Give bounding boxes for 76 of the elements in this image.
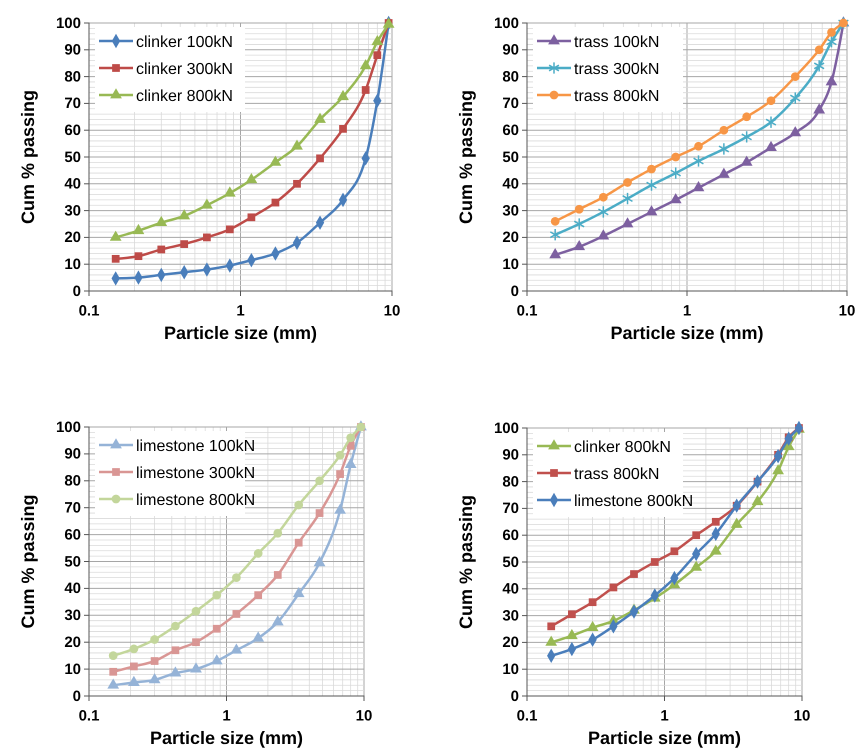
- x-tick-label: 1: [682, 302, 692, 320]
- y-tick-label: 40: [502, 580, 519, 598]
- legend-label: trass 300kN: [574, 61, 660, 78]
- x-tick-label: 10: [794, 708, 810, 724]
- x-tick-label: 0.1: [78, 708, 100, 724]
- legend-label: clinker 800kN: [574, 439, 671, 456]
- y-tick-label: 20: [64, 634, 81, 651]
- y-tick-label: 60: [64, 122, 81, 139]
- y-tick-label: 0: [510, 688, 519, 705]
- legend-label: trass 800kN: [574, 466, 660, 483]
- legend-label: limestone 800kN: [136, 492, 256, 509]
- y-tick-label: 0: [72, 282, 81, 300]
- y-axis-title: Cum % passing: [456, 494, 476, 630]
- x-tick-label: 0.1: [516, 708, 538, 724]
- x-tick-label: 1: [236, 302, 245, 320]
- x-tick-label: 1: [660, 708, 669, 724]
- legend-label: clinker 800kN: [136, 88, 233, 105]
- y-tick-label: 60: [502, 122, 519, 139]
- y-tick-label: 30: [502, 202, 519, 220]
- y-tick-label: 60: [64, 526, 81, 544]
- y-tick-label: 80: [64, 472, 81, 490]
- x-axis-title: Particle size (mm): [150, 728, 304, 748]
- y-tick-label: 50: [64, 553, 81, 570]
- y-tick-label: 90: [502, 42, 519, 59]
- y-axis-title: Cum % passing: [456, 90, 476, 224]
- y-tick-label: 80: [502, 473, 519, 490]
- y-axis-title: Cum % passing: [18, 494, 38, 629]
- y-tick-label: 100: [56, 14, 81, 32]
- x-axis-title: Particle size (mm): [588, 728, 742, 748]
- legend-label: trass 100kN: [574, 34, 660, 51]
- y-tick-label: 100: [494, 14, 519, 32]
- x-tick-label: 1: [222, 708, 231, 724]
- y-tick-label: 90: [64, 446, 81, 463]
- y-tick-label: 70: [64, 500, 81, 516]
- legend-label: clinker 300kN: [136, 61, 233, 78]
- legend-label: limestone 300kN: [136, 465, 256, 482]
- y-tick-label: 50: [502, 148, 519, 166]
- x-tick-label: 10: [356, 708, 372, 724]
- y-tick-label: 10: [502, 256, 519, 273]
- y-tick-label: 30: [502, 607, 519, 624]
- y-tick-label: 70: [502, 95, 519, 112]
- y-tick-label: 40: [502, 176, 519, 193]
- y-tick-label: 30: [64, 202, 81, 220]
- y-tick-label: 70: [64, 95, 81, 112]
- y-tick-label: 100: [56, 418, 81, 436]
- y-tick-label: 70: [502, 500, 519, 518]
- y-tick-label: 60: [502, 527, 519, 544]
- y-tick-label: 80: [64, 68, 81, 86]
- y-tick-label: 100: [494, 420, 519, 437]
- y-tick-label: 40: [64, 176, 81, 193]
- y-tick-label: 10: [64, 256, 81, 273]
- legend-label: limestone 100kN: [136, 438, 256, 455]
- y-tick-label: 80: [502, 68, 519, 86]
- y-tick-label: 0: [72, 688, 81, 705]
- x-tick-label: 10: [384, 302, 400, 320]
- y-tick-label: 20: [502, 229, 519, 246]
- y-axis-title: Cum % passing: [18, 90, 38, 224]
- legend-label: limestone 800kN: [574, 493, 694, 510]
- legend-label: clinker 100kN: [136, 34, 233, 51]
- y-tick-label: 50: [64, 148, 81, 166]
- y-tick-label: 20: [502, 634, 519, 652]
- x-axis-title: Particle size (mm): [610, 323, 764, 343]
- x-axis-title: Particle size (mm): [164, 323, 318, 343]
- legend-label: trass 800kN: [574, 88, 660, 105]
- y-tick-label: 50: [502, 554, 519, 571]
- y-tick-label: 10: [64, 660, 81, 678]
- y-tick-label: 30: [64, 607, 81, 624]
- y-tick-label: 0: [510, 282, 519, 300]
- y-tick-label: 90: [502, 446, 519, 464]
- y-tick-label: 20: [64, 229, 81, 246]
- x-tick-label: 0.1: [516, 302, 538, 320]
- y-tick-label: 10: [502, 661, 519, 678]
- y-tick-label: 40: [64, 580, 81, 598]
- x-tick-label: 10: [838, 302, 856, 320]
- y-tick-label: 90: [64, 42, 81, 59]
- x-tick-label: 0.1: [78, 302, 100, 320]
